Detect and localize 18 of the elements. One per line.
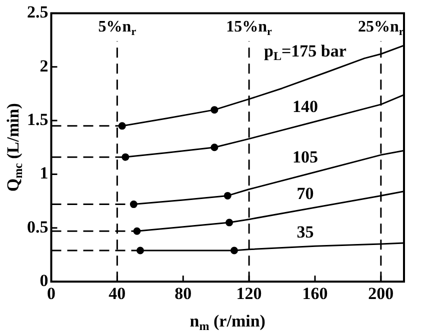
y-tick-label: 1.5 bbox=[27, 110, 48, 129]
x-tick-label: 80 bbox=[174, 284, 192, 304]
y-tick-label: 1 bbox=[40, 164, 48, 183]
x-tick-label: 120 bbox=[236, 284, 262, 304]
x-tick-label: 160 bbox=[302, 284, 328, 304]
point bbox=[118, 122, 126, 130]
series-label: 70 bbox=[296, 184, 314, 204]
y-axis-title: Qmc (L/min) bbox=[3, 103, 26, 192]
x-tick-label: 40 bbox=[108, 284, 126, 304]
series-label: 140 bbox=[292, 97, 318, 116]
y-tick-label: 2.5 bbox=[27, 2, 48, 22]
x-tick-label: 200 bbox=[368, 284, 394, 304]
series-label: 105 bbox=[292, 148, 318, 167]
y-tick-label: 2 bbox=[40, 56, 48, 76]
y-tick-label: 0.5 bbox=[27, 217, 48, 236]
series-label: 35 bbox=[296, 222, 314, 242]
point bbox=[122, 153, 130, 161]
y-tick-label: 0 bbox=[40, 270, 48, 290]
